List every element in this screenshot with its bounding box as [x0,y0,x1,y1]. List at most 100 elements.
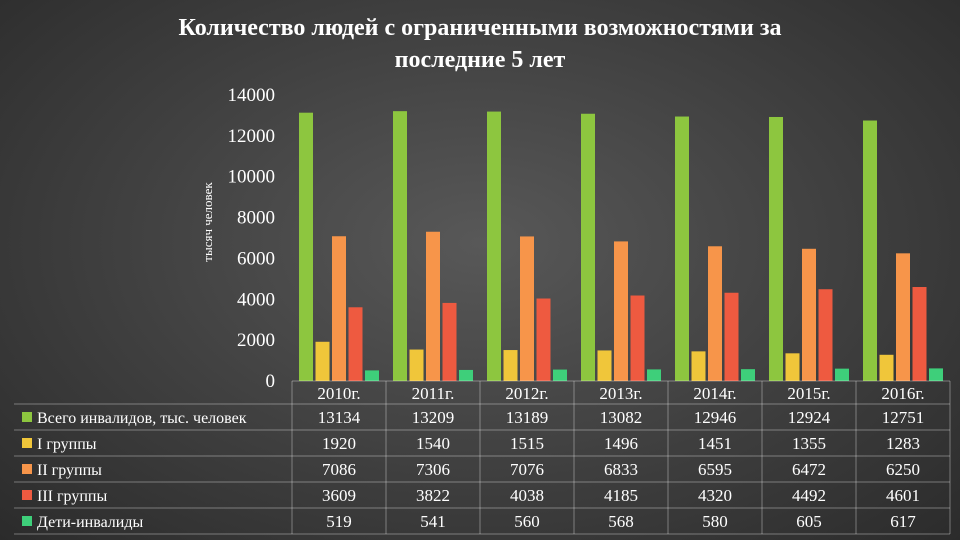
bar-1-4 [691,351,706,381]
data-label-2-2: 7076 [510,460,544,479]
category-label-2: 2012г. [505,384,548,403]
data-label-4-1: 541 [420,512,446,531]
y-tick-label-0: 0 [266,371,276,392]
data-label-3-2: 4038 [510,486,544,505]
data-label-2-1: 7306 [416,460,450,479]
bar-2-1 [426,231,440,381]
bar-4-4 [741,369,755,381]
category-label-4: 2014г. [693,384,736,403]
data-label-4-3: 568 [608,512,634,531]
category-label-1: 2011г. [412,384,455,403]
legend-key-0 [22,412,32,422]
bar-3-4 [724,292,739,381]
bar-1-1 [409,349,424,381]
y-tick-label-4: 8000 [237,208,275,229]
data-label-4-0: 519 [326,512,352,531]
data-label-0-4: 12946 [694,408,737,427]
bar-3-6 [912,287,927,381]
data-label-2-3: 6833 [604,460,638,479]
y-tick-label-1: 2000 [237,330,275,351]
bar-0-3 [581,113,595,382]
category-label-5: 2015г. [787,384,830,403]
bar-1-3 [597,350,612,381]
bar-3-5 [818,289,833,381]
bar-3-3 [630,295,645,381]
bar-0-6 [863,120,877,381]
bar-4-3 [647,369,661,381]
y-tick-label-7: 14000 [228,85,276,106]
data-label-1-5: 1355 [792,434,826,453]
legend-key-3 [22,490,32,500]
data-label-0-5: 12924 [788,408,831,427]
data-label-0-1: 13209 [412,408,455,427]
bar-0-0 [299,112,313,382]
data-label-4-5: 605 [796,512,822,531]
bar-1-6 [879,354,894,381]
data-label-4-2: 560 [514,512,540,531]
data-label-2-5: 6472 [792,460,826,479]
y-tick-label-6: 12000 [228,126,276,147]
category-label-6: 2016г. [881,384,924,403]
data-label-1-2: 1515 [510,434,544,453]
y-tick-label-3: 6000 [237,248,275,269]
chart-title-line2: последние 5 лет [394,47,566,73]
bar-3-0 [348,307,363,381]
data-label-3-5: 4492 [792,486,826,505]
data-label-2-6: 6250 [886,460,920,479]
bar-3-2 [536,298,551,381]
data-label-0-3: 13082 [600,408,643,427]
legend-key-4 [22,516,32,526]
legend-label-2: II группы [37,462,102,479]
bar-0-2 [487,111,501,382]
category-label-0: 2010г. [317,384,360,403]
data-label-3-6: 4601 [886,486,920,505]
data-label-2-4: 6595 [698,460,732,479]
data-label-1-4: 1451 [698,434,732,453]
bar-3-1 [442,302,457,381]
data-label-1-1: 1540 [416,434,450,453]
y-tick-label-2: 4000 [237,289,275,310]
category-label-3: 2013г. [599,384,642,403]
chart-title-line1: Количество людей с ограниченными возможн… [178,15,782,41]
legend-key-1 [22,438,32,448]
data-label-3-3: 4185 [604,486,638,505]
legend-label-0: Всего инвалидов, тыс. человек [37,410,247,427]
bar-2-5 [802,248,816,381]
data-label-0-2: 13189 [506,408,549,427]
bar-2-2 [520,236,534,381]
bar-2-4 [708,246,722,381]
bar-0-5 [769,116,783,381]
data-label-2-0: 7086 [322,460,356,479]
bar-4-1 [459,369,473,381]
bar-1-5 [785,353,800,381]
chart-title: Количество людей с ограниченными возможн… [60,12,900,76]
bar-4-6 [929,368,943,381]
bar-1-2 [503,350,518,381]
bar-4-0 [365,370,379,381]
data-label-4-6: 617 [890,512,916,531]
data-label-1-6: 1283 [886,434,920,453]
legend-key-2 [22,464,32,474]
bar-0-1 [393,111,407,381]
y-axis-label: тысяч человек [200,182,215,262]
legend-label-4: Дети-инвалиды [37,514,143,531]
legend-label-1: I группы [37,436,97,453]
bar-2-0 [332,236,346,381]
y-tick-label-5: 10000 [228,167,276,188]
bar-2-6 [896,253,910,381]
data-label-3-0: 3609 [322,486,356,505]
data-label-3-4: 4320 [698,486,732,505]
bar-4-2 [553,369,567,381]
data-label-4-4: 580 [702,512,728,531]
bar-0-4 [675,116,689,382]
data-label-0-6: 12751 [882,408,925,427]
bar-1-0 [315,341,330,381]
legend-label-3: III группы [37,488,107,505]
bar-2-3 [614,241,628,381]
data-label-1-3: 1496 [604,434,638,453]
data-label-0-0: 13134 [318,408,361,427]
data-label-3-1: 3822 [416,486,450,505]
bar-4-5 [835,368,849,381]
data-label-1-0: 1920 [322,434,356,453]
